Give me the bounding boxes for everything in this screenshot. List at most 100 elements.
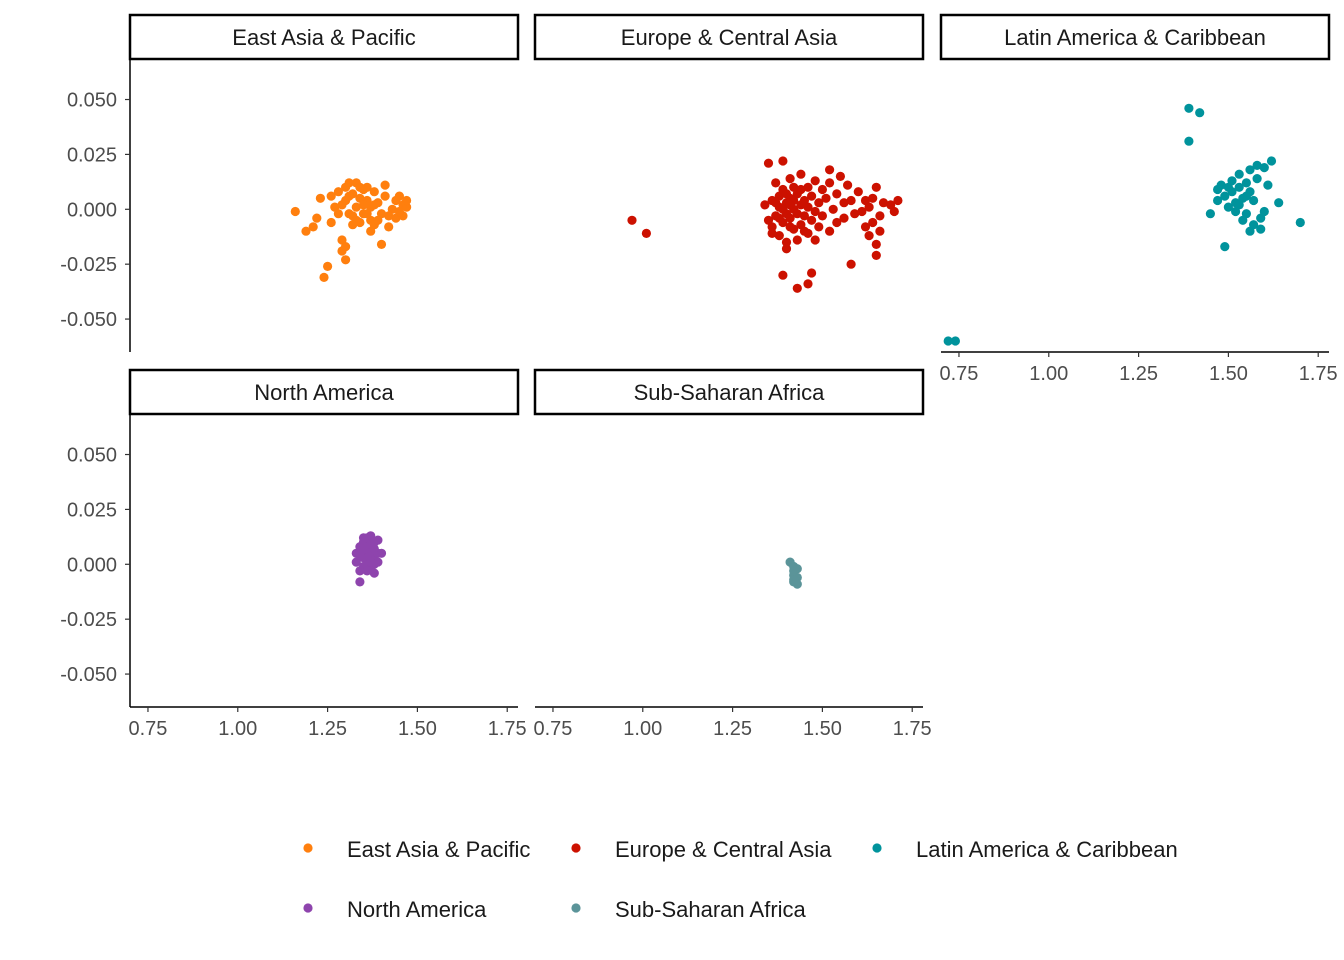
data-point: [355, 182, 365, 192]
data-point: [817, 211, 828, 221]
data-point: [627, 215, 637, 225]
data-point: [767, 228, 777, 238]
data-point: [825, 178, 835, 188]
data-point: [781, 189, 792, 199]
data-point: [1252, 160, 1262, 170]
data-point: [821, 193, 831, 203]
data-point: [384, 222, 394, 232]
data-point: [799, 226, 810, 236]
data-point: [1295, 217, 1305, 228]
legend-label: North America: [347, 897, 487, 922]
data-point: [871, 250, 881, 260]
panel: Europe & Central Asia: [533, 13, 925, 293]
data-point: [369, 200, 379, 210]
data-point: [1234, 169, 1244, 179]
panel: Sub-Saharan Africa 0.75 1.00 1.25 1.50 1.75: [533, 368, 932, 740]
data-point: [1263, 180, 1273, 190]
data-point: [333, 209, 343, 219]
data-point: [878, 198, 889, 208]
data-point: [767, 222, 777, 232]
data-point: [796, 169, 806, 179]
data-point: [774, 213, 784, 223]
legend: East Asia & Pacific Europe & Central Asia…: [303, 837, 1178, 922]
panel-strip: [533, 13, 925, 61]
legend-item: Sub-Saharan Africa: [571, 897, 807, 922]
data-point: [799, 211, 810, 221]
data-point: [348, 220, 358, 230]
data-point: [810, 176, 820, 186]
data-point: [889, 206, 899, 217]
y-tick-label: 0.025: [67, 144, 117, 166]
x-tick-label: 0.75: [128, 718, 167, 740]
data-point: [1241, 209, 1251, 219]
data-point: [358, 533, 369, 543]
panel: North America 0.050 0.025 0.000 -0.025 -0.050…: [60, 368, 527, 740]
data-point: [943, 336, 953, 346]
data-point: [1241, 178, 1251, 188]
data-point: [810, 235, 820, 245]
panel-strip-label: Europe & Central Asia: [621, 25, 838, 50]
data-point: [796, 184, 806, 195]
x-tick-label: 1.25: [713, 718, 752, 740]
data-point: [807, 191, 817, 201]
legend-item: Latin America & Caribbean: [872, 837, 1178, 862]
data-point: [771, 178, 781, 188]
data-point: [366, 226, 376, 236]
data-point: [362, 209, 372, 219]
data-point: [326, 217, 336, 228]
panel: Latin America & Caribbean 0.75 1.00 1.25 1.5…: [939, 13, 1338, 385]
data-point: [376, 239, 387, 249]
data-point: [308, 222, 318, 232]
data-point: [950, 336, 961, 346]
data-point: [774, 231, 784, 241]
data-point: [1245, 226, 1255, 236]
data-point: [1259, 163, 1269, 173]
data-point: [394, 191, 404, 201]
data-point: [839, 213, 849, 223]
data-point: [817, 184, 828, 195]
y-tick-label: -0.025: [60, 609, 117, 631]
data-point: [312, 213, 322, 223]
data-point: [839, 198, 849, 208]
x-tick-label: 1.00: [1029, 363, 1068, 385]
data-point: [860, 222, 871, 232]
data-point: [323, 261, 333, 271]
data-point: [789, 575, 799, 585]
data-point: [369, 559, 379, 569]
data-point: [1220, 191, 1230, 201]
legend-key: [571, 843, 581, 853]
data-point: [857, 206, 867, 217]
data-point: [641, 228, 652, 238]
data-point: [1223, 182, 1233, 192]
y-tick-label: -0.050: [60, 309, 117, 331]
data-point: [781, 237, 792, 247]
panels-layer: East Asia & Pacific 0.050 0.025 0.000 -0.025…: [60, 13, 1338, 740]
data-point: [333, 187, 343, 197]
data-point: [785, 174, 795, 184]
data-point: [402, 195, 412, 206]
data-point: [380, 191, 390, 201]
legend-key: [303, 843, 313, 853]
data-point: [315, 193, 325, 203]
data-point: [807, 215, 817, 225]
data-point: [778, 156, 788, 166]
data-point: [1256, 224, 1266, 234]
data-point: [1205, 209, 1215, 219]
data-point: [810, 206, 820, 217]
data-point: [778, 270, 788, 280]
x-tick-label: 1.25: [308, 718, 347, 740]
data-point: [1220, 242, 1230, 252]
panel-strip: [939, 13, 1331, 61]
legend-label: Sub-Saharan Africa: [615, 897, 807, 922]
data-point: [803, 279, 813, 289]
data-point: [369, 568, 379, 578]
data-point: [1249, 195, 1259, 206]
data-point: [337, 200, 347, 210]
data-point: [825, 226, 835, 236]
legend-item: Europe & Central Asia: [571, 837, 832, 862]
data-point: [875, 226, 885, 236]
data-point: [344, 178, 354, 188]
data-point: [369, 537, 379, 547]
x-tick-label: 1.50: [398, 718, 437, 740]
